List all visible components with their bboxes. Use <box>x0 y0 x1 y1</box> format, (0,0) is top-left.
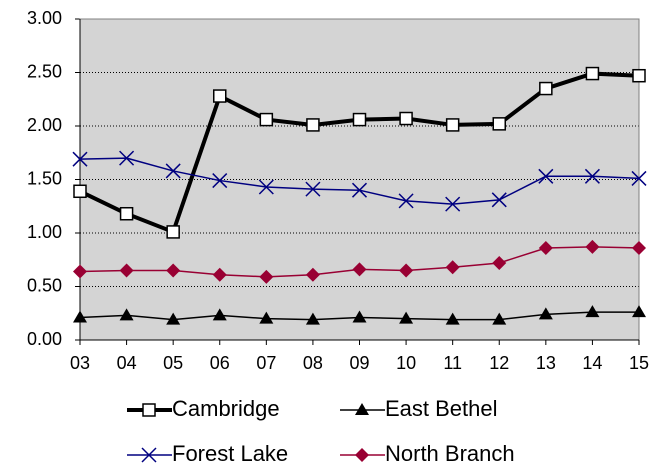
y-tick-label: 3.00 <box>27 8 62 28</box>
marker <box>212 267 227 282</box>
marker <box>166 312 181 325</box>
marker <box>398 193 414 209</box>
x-tick-label: 13 <box>536 353 556 373</box>
marker <box>305 312 320 325</box>
marker <box>539 81 553 96</box>
x-tick-label: 07 <box>256 353 276 373</box>
marker <box>73 184 87 199</box>
legend-item: Forest Lake <box>127 441 288 466</box>
marker <box>73 310 87 323</box>
y-tick-label: 0.50 <box>27 275 62 295</box>
marker <box>632 68 646 83</box>
marker <box>351 182 368 198</box>
marker <box>306 118 320 132</box>
marker <box>142 403 156 417</box>
x-tick-label: 10 <box>396 353 416 373</box>
marker <box>492 312 507 325</box>
marker <box>305 181 321 197</box>
marker <box>585 66 600 81</box>
marker <box>584 168 600 184</box>
x-tick-label: 08 <box>303 353 323 373</box>
marker <box>119 263 134 278</box>
x-tick-label: 12 <box>489 353 509 373</box>
marker <box>259 112 274 127</box>
marker <box>119 308 134 321</box>
marker <box>213 89 227 103</box>
marker <box>259 269 274 284</box>
y-tick-label: 1.50 <box>27 168 62 188</box>
marker <box>355 448 369 462</box>
marker <box>491 192 507 208</box>
marker <box>212 173 228 189</box>
marker <box>538 168 554 184</box>
x-tick-label: 09 <box>349 353 369 373</box>
marker <box>165 163 181 179</box>
marker <box>538 307 553 320</box>
marker <box>585 305 600 318</box>
marker <box>492 255 507 270</box>
y-tick-label: 2.50 <box>27 61 62 81</box>
marker <box>445 260 460 275</box>
x-tick-label: 15 <box>629 353 649 373</box>
marker <box>258 179 274 195</box>
marker <box>352 262 367 277</box>
marker <box>119 150 135 166</box>
marker <box>399 111 413 126</box>
marker <box>352 112 367 127</box>
legend-label: East Bethel <box>385 396 498 421</box>
marker <box>399 311 414 324</box>
marker <box>72 151 88 167</box>
y-tick-label: 1.00 <box>27 222 62 242</box>
y-tick-label: 0.00 <box>27 329 62 349</box>
marker <box>119 206 134 221</box>
marker <box>166 263 181 278</box>
marker <box>632 305 646 318</box>
y-tick-label: 2.00 <box>27 115 62 135</box>
marker <box>355 403 369 415</box>
legend-label: Cambridge <box>172 396 280 421</box>
marker <box>212 308 227 321</box>
legend-item: North Branch <box>340 441 515 466</box>
marker <box>141 447 157 463</box>
x-tick-label: 05 <box>163 353 183 373</box>
marker <box>632 240 646 255</box>
legend-label: Forest Lake <box>172 441 288 466</box>
marker <box>259 311 274 324</box>
marker <box>445 312 460 325</box>
legend-item: Cambridge <box>127 396 280 421</box>
marker <box>585 239 600 254</box>
marker <box>492 117 506 131</box>
marker <box>538 240 553 255</box>
legend-item: East Bethel <box>340 396 498 421</box>
marker <box>73 264 87 279</box>
legend-label: North Branch <box>385 441 515 466</box>
marker <box>631 170 647 186</box>
marker <box>305 267 320 282</box>
marker <box>399 263 414 278</box>
x-tick-label: 06 <box>210 353 230 373</box>
x-tick-label: 04 <box>117 353 137 373</box>
marker <box>166 225 180 239</box>
marker <box>445 196 461 212</box>
marker <box>352 310 367 323</box>
x-tick-label: 14 <box>582 353 602 373</box>
x-tick-label: 11 <box>443 353 462 373</box>
marker <box>445 118 460 132</box>
x-tick-label: 03 <box>70 353 90 373</box>
